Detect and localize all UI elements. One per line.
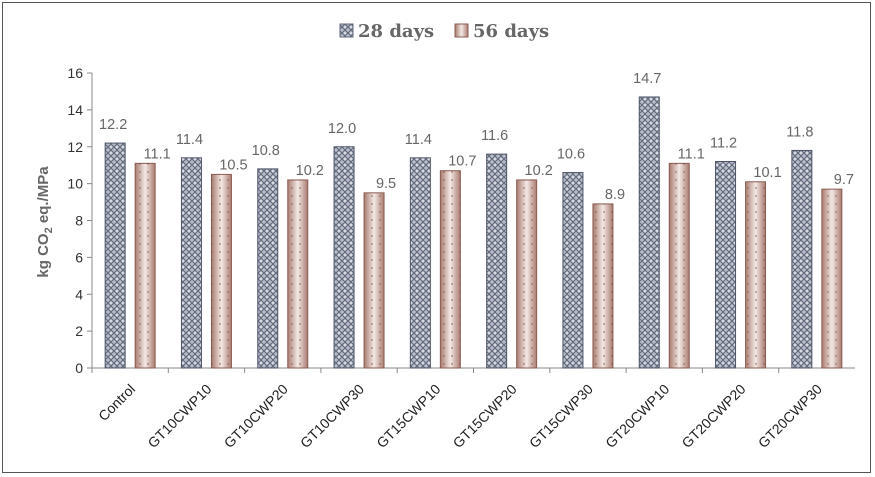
bars [104, 96, 843, 369]
data-label-56-days: 10.2 [525, 163, 553, 179]
data-label-28-days: 11.2 [710, 136, 737, 152]
bar-56-days-dots [821, 189, 842, 368]
y-tick-label: 16 [67, 65, 83, 81]
data-label-28-days: 12.0 [328, 121, 356, 137]
bar-56-days-dots [287, 179, 308, 368]
data-label-28-days: 11.4 [405, 132, 432, 148]
category-label: GT20CWP30 [755, 381, 825, 451]
bar-28-days [333, 146, 355, 369]
category-label: GT15CWP10 [373, 381, 443, 451]
category-labels: Control GT10CWP10 GT10CWP20 GT10CWP30 GT15CW… [95, 381, 825, 451]
data-label-28-days: 14.7 [633, 71, 661, 87]
data-label-28-days: 11.6 [481, 128, 508, 144]
bar-56-days-dots [440, 170, 461, 368]
data-label-56-days: 10.7 [448, 154, 476, 170]
data-label-56-days: 8.9 [605, 187, 625, 203]
legend: 28 days 56 days [339, 21, 549, 42]
category-label: GT15CWP20 [450, 381, 520, 451]
category-label: Control [95, 381, 138, 424]
bar-56-days-dots [364, 192, 385, 368]
bar-28-days [409, 157, 431, 369]
y-tick-label: 6 [75, 249, 83, 265]
category-label: GT20CWP20 [678, 381, 748, 451]
data-label-28-days: 10.8 [252, 143, 280, 159]
bar-56-days-dots [516, 179, 537, 368]
data-label-28-days: 11.8 [786, 124, 813, 140]
data-label-56-days: 10.1 [753, 165, 781, 181]
data-label-56-days: 11.1 [144, 146, 171, 162]
bar-56-days-dots [745, 181, 766, 368]
bar-56-days-dots [592, 203, 613, 368]
bar-28-days [562, 172, 584, 369]
data-label-56-days: 10.5 [219, 157, 247, 173]
legend-swatch-28-days [339, 23, 354, 38]
legend-label-28-days: 28 days [358, 21, 434, 42]
data-label-56-days: 9.5 [376, 176, 396, 192]
y-axis-title-suffix: eq./MPa [35, 166, 52, 228]
bar-56-days-dots [669, 163, 690, 368]
bar-28-days [104, 142, 126, 369]
y-tick-label: 4 [75, 286, 83, 302]
legend-label-56-days: 56 days [473, 21, 549, 42]
category-label: GT15CWP30 [526, 381, 596, 451]
bar-28-days [180, 157, 202, 369]
bar-28-days [638, 96, 660, 369]
y-tick-label: 10 [67, 176, 83, 192]
y-tick-label: 2 [75, 323, 83, 339]
bar-56-days-dots [135, 163, 156, 368]
bar-28-days [715, 161, 737, 369]
data-label-28-days: 11.4 [176, 132, 203, 148]
data-label-28-days: 12.2 [99, 117, 127, 133]
legend-swatch-56-days [454, 23, 469, 38]
category-label: GT20CWP10 [602, 381, 672, 451]
bar-28-days [257, 168, 279, 369]
y-tick-label: 12 [67, 139, 83, 155]
y-tick-label: 8 [75, 213, 83, 229]
data-label-28-days: 10.6 [557, 147, 585, 163]
y-axis-title-subscript: 2 [43, 227, 55, 233]
y-tick-label: 0 [75, 360, 83, 376]
y-axis-title: kg CO2 eq./MPa [35, 166, 55, 278]
data-label-56-days: 10.2 [296, 163, 324, 179]
y-tick-label: 14 [67, 102, 83, 118]
y-axis-title-prefix: kg CO [35, 233, 52, 278]
category-label: GT10CWP20 [221, 381, 291, 451]
data-label-56-days: 11.1 [678, 146, 705, 162]
category-label: GT10CWP30 [297, 381, 367, 451]
bar-28-days [791, 149, 813, 369]
category-label: GT10CWP10 [144, 381, 214, 451]
data-label-56-days: 9.7 [834, 172, 854, 188]
bar-56-days-dots [211, 174, 232, 368]
data-labels: 12.2 11.1 11.4 10.5 10.8 10.2 12.0 9.5 11.4 10.7 1… [99, 71, 854, 203]
bar-28-days [486, 153, 508, 369]
